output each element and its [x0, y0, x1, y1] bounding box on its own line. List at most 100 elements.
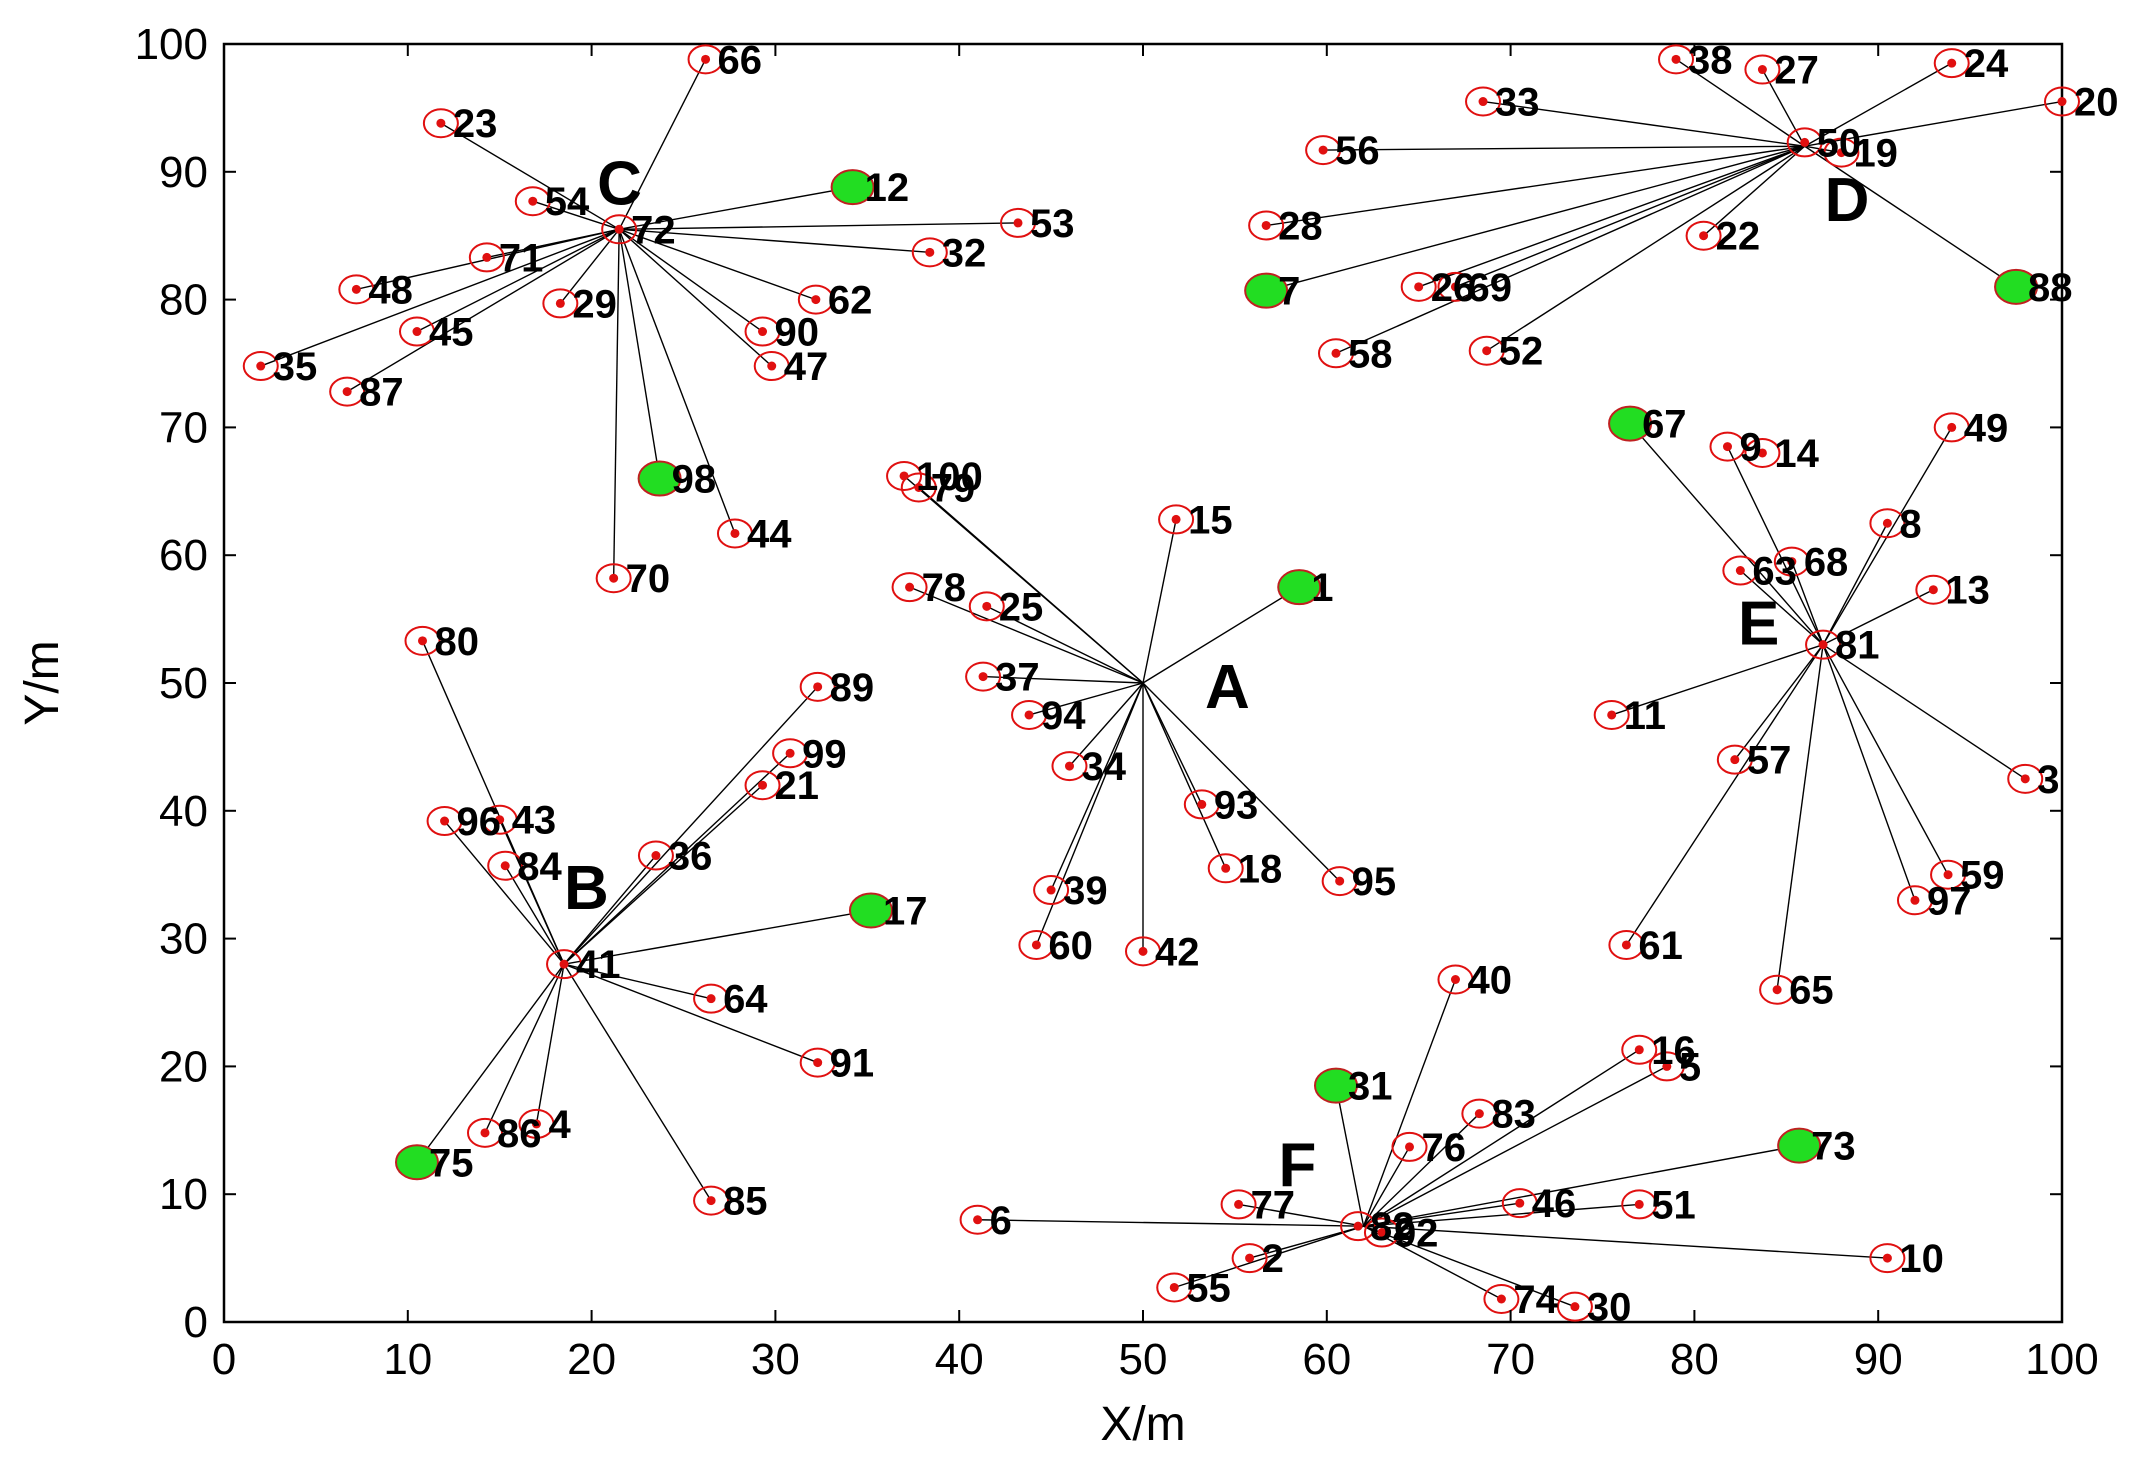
- link-21: [563, 784, 764, 965]
- link-36: [563, 855, 657, 965]
- node-72: [601, 214, 638, 245]
- link-39: [1050, 682, 1144, 891]
- node-14: [1744, 437, 1781, 468]
- node-label-86: 86: [497, 1112, 541, 1156]
- link-89: [563, 686, 819, 965]
- node-label-44: 44: [747, 512, 792, 556]
- node-49: [1933, 412, 1970, 443]
- link-88: [1804, 145, 2017, 288]
- node-63: [1722, 555, 1759, 586]
- node-label-51: 51: [1651, 1183, 1696, 1227]
- node-label-66: 66: [718, 38, 763, 82]
- node-81: [1805, 629, 1842, 660]
- node-label-10: 10: [1899, 1237, 1944, 1281]
- node-label-48: 48: [368, 268, 413, 312]
- link-22: [1703, 145, 1806, 237]
- node-label-30: 30: [1587, 1286, 1632, 1330]
- link-18: [1142, 682, 1227, 869]
- link-74: [1363, 1225, 1502, 1300]
- axis-ticks: 0 10 20 30 40 50 60 70 80 90 100 0 10 20 30 40 50 60 70 80 9…: [135, 20, 2099, 1384]
- node-label-77: 77: [1251, 1183, 1296, 1227]
- link-12: [619, 186, 853, 230]
- node-28: [1248, 210, 1285, 241]
- link-56: [1323, 145, 1805, 151]
- node-74: [1483, 1283, 1520, 1314]
- node-label-56: 56: [1335, 129, 1380, 173]
- link-90: [618, 228, 763, 333]
- link-78: [909, 586, 1144, 684]
- node-label-36: 36: [668, 835, 713, 879]
- node-68: [1773, 546, 1810, 577]
- node-16: [1621, 1034, 1658, 1065]
- node-64: [693, 983, 730, 1014]
- node-label-17: 17: [883, 889, 928, 933]
- node-label-58: 58: [1348, 332, 1393, 376]
- node-89: [799, 671, 836, 702]
- link-83: [1363, 1113, 1480, 1227]
- link-52: [1486, 145, 1806, 352]
- node-label-94: 94: [1041, 694, 1086, 738]
- node-34: [1051, 751, 1088, 782]
- link-15: [1142, 519, 1177, 684]
- cluster-label-A: A: [1205, 653, 1250, 722]
- node-label-16: 16: [1651, 1029, 1696, 1073]
- link-17: [563, 909, 872, 965]
- node-59: [1930, 859, 1967, 890]
- node-label-6: 6: [990, 1199, 1012, 1243]
- link-84: [504, 865, 565, 965]
- link-30: [1363, 1225, 1576, 1308]
- node-label-83: 83: [1491, 1093, 1536, 1137]
- node-label-19: 19: [1853, 132, 1898, 176]
- node-label-59: 59: [1960, 854, 2005, 898]
- node-90: [744, 316, 781, 347]
- node-label-62: 62: [828, 279, 873, 323]
- link-57: [1734, 644, 1824, 761]
- node-label-73: 73: [1811, 1125, 1856, 1169]
- node-86: [466, 1117, 503, 1148]
- link-35: [260, 228, 620, 367]
- node-label-99: 99: [802, 732, 847, 776]
- cluster-label-B: B: [564, 854, 609, 923]
- node-label-69: 69: [1467, 266, 1512, 310]
- node-88: [1994, 268, 2039, 305]
- link-13: [1822, 589, 1934, 646]
- node-11: [1593, 699, 1630, 730]
- node-label-92: 92: [1394, 1212, 1439, 1256]
- x-tick-label-10: 10: [383, 1335, 432, 1384]
- node-label-7: 7: [1278, 270, 1300, 314]
- node-label-2: 2: [1262, 1237, 1284, 1281]
- node-70: [595, 563, 632, 594]
- node-98: [637, 460, 682, 497]
- node-label-4: 4: [548, 1103, 571, 1147]
- link-69: [1455, 145, 1805, 288]
- node-40: [1437, 964, 1474, 995]
- node-label-33: 33: [1495, 81, 1540, 125]
- node-label-50: 50: [1817, 121, 1862, 165]
- node-label-53: 53: [1030, 202, 1075, 246]
- node-75: [394, 1144, 439, 1181]
- x-tick-label-60: 60: [1302, 1335, 1351, 1384]
- node-label-63: 63: [1752, 550, 1797, 594]
- node-label-9: 9: [1739, 426, 1761, 470]
- node-5: [1648, 1051, 1685, 1082]
- node-31: [1313, 1067, 1358, 1104]
- node-46: [1501, 1188, 1538, 1219]
- link-58: [1335, 145, 1805, 354]
- node-label-67: 67: [1642, 403, 1687, 447]
- node-label-87: 87: [359, 371, 404, 415]
- node-83: [1461, 1098, 1498, 1129]
- node-29: [542, 288, 579, 319]
- node-55: [1156, 1272, 1193, 1303]
- node-label-5: 5: [1679, 1045, 1701, 1089]
- node-45: [398, 316, 435, 347]
- link-93: [1142, 682, 1203, 805]
- link-59: [1822, 644, 1949, 876]
- node-85: [693, 1185, 730, 1216]
- y-tick-label-10: 10: [159, 1170, 208, 1219]
- link-53: [619, 222, 1019, 231]
- node-label-96: 96: [457, 800, 502, 844]
- node-label-3: 3: [2037, 758, 2059, 802]
- node-label-91: 91: [830, 1042, 875, 1086]
- link-9: [1726, 446, 1824, 645]
- node-label-45: 45: [429, 311, 474, 355]
